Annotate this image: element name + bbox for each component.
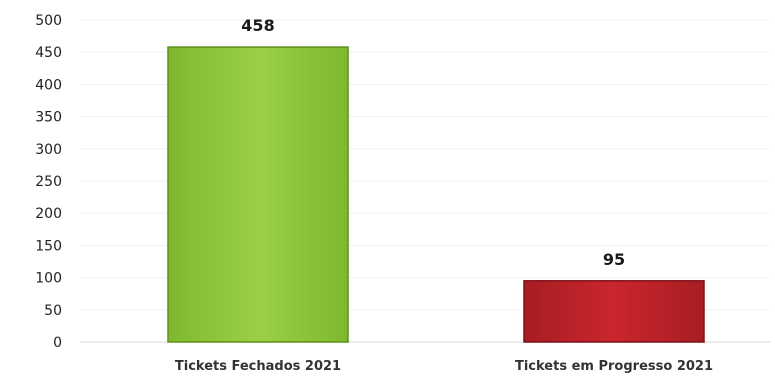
y-tick-label-0: 0 xyxy=(53,335,62,351)
y-axis-tick-labels: 0 50 100 150 200 250 300 350 400 450 500 xyxy=(35,13,62,351)
x-axis-category-labels: Tickets Fechados 2021 Tickets em Progress… xyxy=(175,359,713,374)
category-label-1: Tickets Fechados 2021 xyxy=(175,359,341,374)
category-label-2: Tickets em Progresso 2021 xyxy=(515,359,713,374)
y-tick-label-450: 450 xyxy=(35,45,62,61)
y-tick-label-100: 100 xyxy=(35,271,62,287)
data-label-1: 458 xyxy=(241,16,274,35)
y-tick-label-150: 150 xyxy=(35,238,62,254)
bar-2 xyxy=(523,280,705,343)
y-tick-label-500: 500 xyxy=(35,13,62,29)
y-tick-label-250: 250 xyxy=(35,174,62,190)
y-tick-label-50: 50 xyxy=(44,303,62,319)
y-tick-label-400: 400 xyxy=(35,77,62,93)
y-tick-label-350: 350 xyxy=(35,110,62,126)
data-labels: 458 95 xyxy=(241,16,625,269)
bar-1 xyxy=(167,46,349,343)
bars xyxy=(167,46,705,343)
y-tick-label-200: 200 xyxy=(35,206,62,222)
y-tick-label-300: 300 xyxy=(35,142,62,158)
data-label-2: 95 xyxy=(603,250,625,269)
